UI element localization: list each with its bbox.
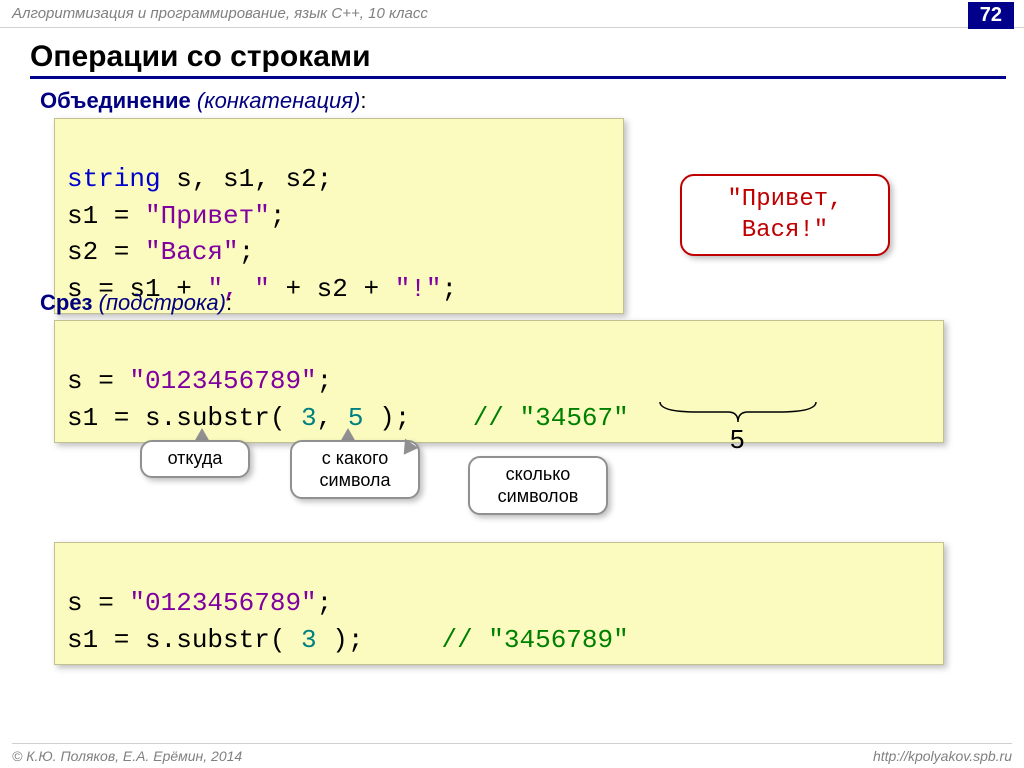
section2-bold: Срез [40,290,93,315]
code3-line2: s1 = s.substr( 3 ); // "3456789" [67,625,629,655]
section1-label: Объединение (конкатенация): [40,88,366,114]
section1-bold: Объединение [40,88,191,113]
c1l4c: + s2 + [270,274,395,304]
keyword-string: string [67,164,161,194]
section1-italic: (конкатенация) [191,88,361,113]
c1l3pre: s2 = [67,237,145,267]
footer-url: http://kpolyakov.spb.ru [873,748,1012,764]
c1l3str: "Вася" [145,237,239,267]
breadcrumb: Алгоритмизация и программирование, язык … [12,5,428,22]
section2-tail: : [226,290,232,315]
annotation-how-many: сколько символов [468,456,608,515]
page-title: Операции со строками [30,40,371,74]
c1l4d: "!" [395,274,442,304]
c2l1a: s = [67,366,129,396]
section2-italic: (подстрока) [93,290,226,315]
code3-line1: s = "0123456789"; [67,588,332,618]
c3l2n1: 3 [301,625,317,655]
c2l2b: ); [363,403,472,433]
section2-label: Срез (подстрока): [40,290,232,316]
callout-result: "Привет, Вася!" [680,174,890,256]
brace-icon [658,400,818,426]
code1-line1: string s, s1, s2; [67,164,332,194]
annotation-from: откуда [140,440,250,478]
header-bar: Алгоритмизация и программирование, язык … [0,0,1024,28]
brace-count: 5 [730,424,744,455]
code2-line1: s = "0123456789"; [67,366,332,396]
c3l1c: ; [317,588,333,618]
c3l2b: ); [317,625,442,655]
c1l2post: ; [270,201,286,231]
c3l2c: // "3456789" [441,625,628,655]
page-number: 72 [968,2,1014,29]
section1-tail: : [360,88,366,113]
code1-l1tail: s, s1, s2; [161,164,333,194]
c1l3post: ; [239,237,255,267]
c2l2n1: 3 [301,403,317,433]
c2l2a: s1 = s.substr( [67,403,301,433]
code1-line2: s1 = "Привет"; [67,201,285,231]
c3l1a: s = [67,588,129,618]
c1l4e: ; [442,274,458,304]
codebox-concat: string s, s1, s2; s1 = "Привет"; s2 = "В… [54,118,624,314]
title-underline [30,76,1006,79]
footer-copyright: © К.Ю. Поляков, Е.А. Ерёмин, 2014 [12,748,242,764]
c2l1c: ; [317,366,333,396]
footer-bar: © К.Ю. Поляков, Е.А. Ерёмин, 2014 http:/… [12,743,1012,764]
c1l2pre: s1 = [67,201,145,231]
c2l1b: "0123456789" [129,366,316,396]
c3l2a: s1 = s.substr( [67,625,301,655]
c2l2c: // "34567" [473,403,629,433]
c1l2str: "Привет" [145,201,270,231]
code1-line3: s2 = "Вася"; [67,237,254,267]
codebox-substr2: s = "0123456789"; s1 = s.substr( 3 ); //… [54,542,944,665]
c3l1b: "0123456789" [129,588,316,618]
